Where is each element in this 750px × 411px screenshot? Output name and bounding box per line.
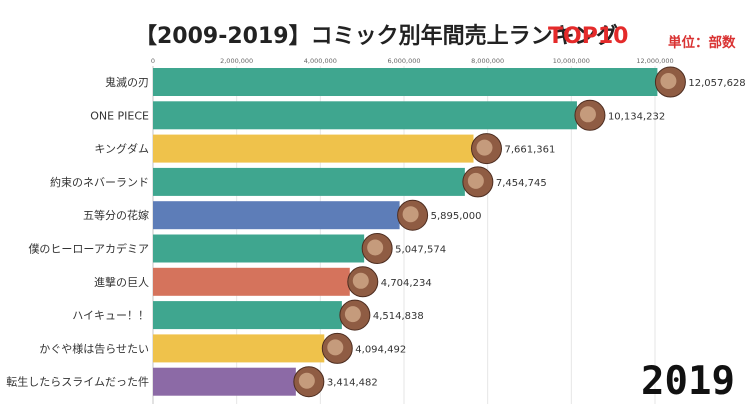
category-label: 五等分の花嫁 (83, 208, 149, 222)
bar (153, 301, 342, 330)
category-label: 転生したらスライムだった件 (6, 375, 149, 389)
chart-title-highlight: TOP10 (548, 24, 628, 49)
value-label: 12,057,628 (688, 78, 745, 89)
value-label: 7,661,361 (505, 145, 556, 156)
bar (153, 267, 350, 296)
value-label: 4,704,234 (381, 278, 432, 289)
bar (153, 201, 400, 230)
series-cover-highlight (476, 139, 493, 156)
bar-layer (153, 68, 658, 396)
value-label: 10,134,232 (608, 111, 665, 122)
value-label: 4,094,492 (355, 344, 406, 355)
series-cover-highlight (327, 339, 344, 356)
value-label: 5,895,000 (431, 211, 482, 222)
category-label: ハイキュー！！ (72, 309, 149, 322)
category-label: かぐや様は告らせたい (39, 341, 149, 355)
x-tick-label: 2,000,000 (220, 57, 253, 65)
value-label: 7,454,745 (496, 178, 547, 189)
tick-layer: 0 2,000,000 4,000,000 6,000,000 8,000,000 10,… (151, 57, 674, 65)
category-label: 僕のヒーローアカデミア (28, 242, 149, 256)
x-tick-label: 8,000,000 (471, 57, 504, 65)
category-label: キングダム (94, 142, 149, 156)
bar (153, 101, 577, 130)
x-tick-label: 10,000,000 (553, 57, 590, 65)
x-tick-label: 6,000,000 (387, 57, 420, 65)
category-label: ONE PIECE (90, 109, 149, 122)
series-cover-highlight (467, 172, 484, 189)
year-label: 2019 (641, 359, 735, 404)
series-cover-highlight (352, 272, 369, 289)
bar (153, 334, 325, 363)
bar (153, 68, 658, 96)
category-label: 鬼滅の刃 (105, 75, 149, 89)
bar (153, 134, 474, 163)
series-cover-highlight (579, 106, 596, 123)
bar (153, 234, 365, 263)
category-label: 約束のネバーランド (50, 175, 149, 189)
x-tick-label: 0 (151, 57, 155, 65)
value-label: 3,414,482 (327, 378, 378, 389)
series-cover-highlight (298, 372, 315, 389)
series-cover-highlight (402, 206, 419, 223)
x-tick-label: 12,000,000 (636, 57, 673, 65)
label-layer: 鬼滅の刃 12,057,628 ONE PIECE 10,134,232 キングダム 7,… (6, 66, 746, 398)
series-cover-highlight (367, 239, 384, 256)
chart-title: 【2009-2019】コミック別年間売上ランキング (135, 23, 618, 49)
bar (153, 167, 465, 196)
x-tick-label: 4,000,000 (304, 57, 337, 65)
value-label: 4,514,838 (373, 311, 424, 322)
value-label: 5,047,574 (395, 245, 446, 256)
series-cover-highlight (344, 306, 361, 323)
bar (153, 367, 296, 396)
series-cover-highlight (660, 73, 677, 89)
unit-label: 単位：部数 (668, 34, 736, 51)
category-label: 進撃の巨人 (94, 275, 149, 289)
